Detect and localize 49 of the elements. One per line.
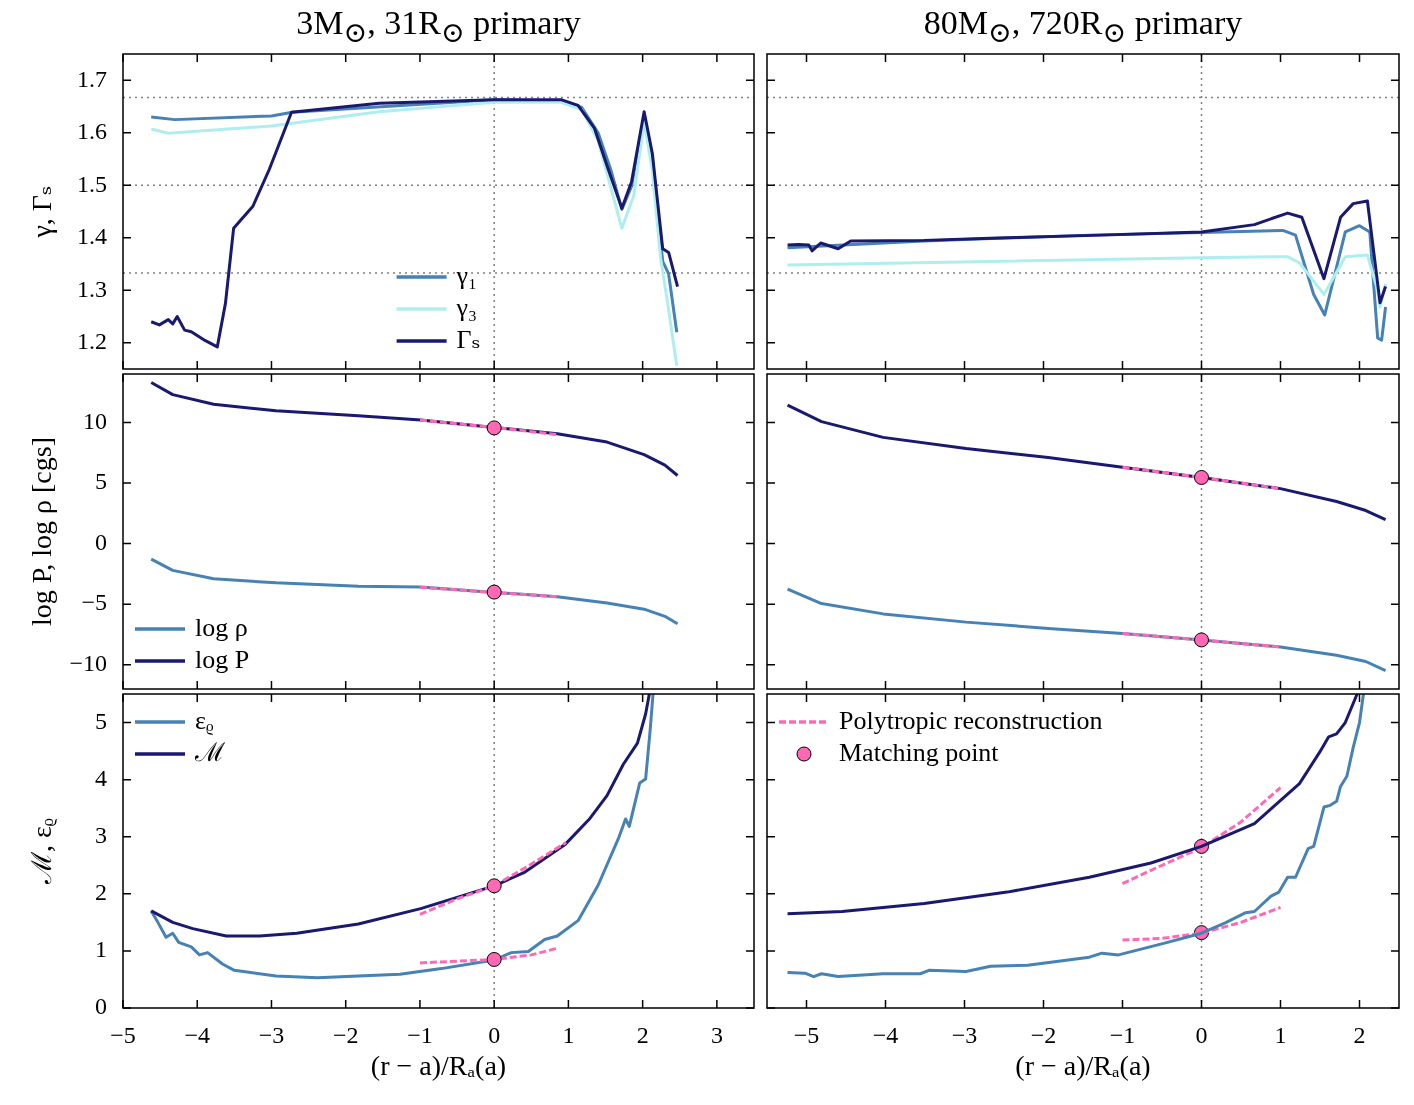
legend-label: Γₛ: [456, 324, 481, 354]
y-axis-title: γ, Γₛ: [26, 185, 58, 239]
y-axis-title: log P, log ρ [cgs]: [26, 437, 58, 626]
y-tick-label: 1.4: [77, 223, 107, 250]
y-tick-label: 1.6: [77, 118, 107, 145]
legend-label: εᵨ: [195, 705, 214, 735]
x-tick-label: −1: [1109, 1021, 1136, 1048]
legend-label: ℳ: [194, 737, 225, 767]
x-tick-label: −4: [184, 1021, 211, 1048]
y-tick-label: 1.3: [77, 275, 107, 302]
x-tick-label: −2: [332, 1021, 359, 1048]
chart-title: 3M$_{⊙}$, 31R$_{⊙}$ primary: [295, 4, 582, 49]
x-tick-label: −5: [793, 1021, 820, 1048]
x-tick-label: −1: [407, 1021, 433, 1048]
y-axis-title: ℳ, εᵨ: [26, 817, 58, 886]
x-tick-label: 1: [562, 1021, 575, 1048]
x-tick-label: −2: [1030, 1021, 1057, 1048]
x-tick-label: 2: [636, 1021, 649, 1048]
x-tick-label: −4: [872, 1021, 899, 1048]
y-tick-label: 5: [95, 468, 107, 495]
y-tick-label: 0: [95, 528, 107, 555]
chart-title: 80M$_{⊙}$, 720R$_{⊙}$ primary: [922, 4, 1244, 49]
legend-label: γ₁: [455, 260, 478, 290]
x-tick-label: 0: [488, 1021, 501, 1048]
legend-label: log ρ: [195, 612, 248, 642]
x-tick-label: 3: [710, 1021, 723, 1048]
x-tick-label: 0: [1195, 1021, 1208, 1048]
y-tick-label: 1.2: [77, 328, 107, 355]
legend-label: log P: [195, 644, 250, 674]
legend-label: Matching point: [839, 737, 1000, 767]
x-axis-title: (r − a)/Rₐ(a): [370, 1049, 507, 1081]
y-tick-label: 4: [95, 764, 107, 791]
x-axis-title: (r − a)/Rₐ(a): [1015, 1049, 1151, 1081]
y-tick-label: 1.7: [77, 65, 107, 92]
y-tick-label: 2: [95, 879, 107, 906]
x-tick-label: 1: [1274, 1021, 1287, 1048]
y-tick-label: 1.5: [77, 170, 107, 197]
x-tick-label: 2: [1353, 1021, 1366, 1048]
legend-label: Polytropic reconstruction: [839, 705, 1103, 735]
x-tick-label: −3: [951, 1021, 978, 1048]
x-tick-label: −3: [258, 1021, 285, 1048]
y-tick-label: 1: [95, 936, 107, 963]
y-tick-label: 0: [95, 993, 107, 1020]
y-tick-label: 5: [95, 707, 107, 734]
y-tick-label: −5: [81, 589, 107, 616]
y-tick-label: −10: [69, 650, 107, 677]
legend-label: γ₃: [455, 292, 478, 322]
y-tick-label: 3: [95, 822, 107, 849]
y-tick-label: 10: [83, 407, 107, 434]
